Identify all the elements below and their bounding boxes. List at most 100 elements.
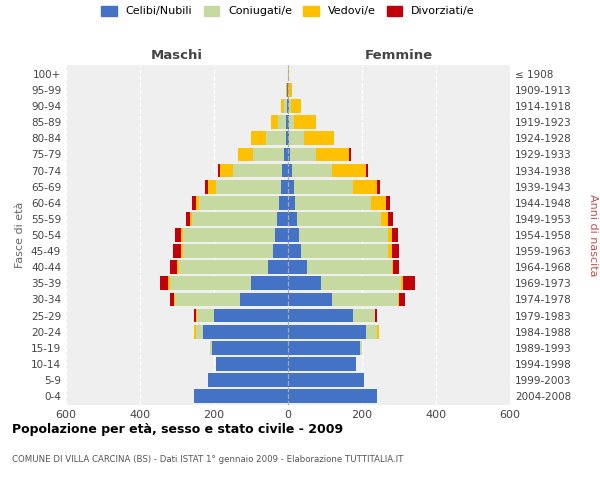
Bar xyxy=(353,308,375,322)
Bar xyxy=(192,196,196,209)
Y-axis label: Anni di nascita: Anni di nascita xyxy=(588,194,598,276)
Bar xyxy=(392,244,399,258)
Bar xyxy=(292,164,332,177)
Bar xyxy=(353,180,377,194)
Bar xyxy=(190,212,192,226)
Bar xyxy=(210,341,212,354)
Bar xyxy=(388,212,394,226)
Bar xyxy=(212,341,288,354)
Bar xyxy=(181,228,182,242)
Bar xyxy=(287,83,288,97)
Bar xyxy=(288,212,297,226)
Bar xyxy=(288,67,289,80)
Bar xyxy=(375,308,377,322)
Bar xyxy=(380,212,388,226)
Y-axis label: Fasce di età: Fasce di età xyxy=(16,202,25,268)
Bar xyxy=(398,292,400,306)
Bar xyxy=(208,373,288,387)
Bar xyxy=(403,276,415,290)
Bar xyxy=(220,164,233,177)
Bar xyxy=(275,228,288,242)
Bar xyxy=(281,99,284,113)
Bar xyxy=(174,292,175,306)
Bar xyxy=(386,196,391,209)
Bar xyxy=(366,325,377,338)
Bar xyxy=(196,308,197,322)
Bar xyxy=(288,292,332,306)
Bar xyxy=(182,228,275,242)
Bar xyxy=(388,244,392,258)
Bar xyxy=(185,212,190,226)
Bar xyxy=(288,132,289,145)
Bar xyxy=(371,196,386,209)
Bar xyxy=(251,276,288,290)
Bar xyxy=(284,148,288,162)
Bar xyxy=(288,390,377,403)
Bar xyxy=(289,83,292,97)
Bar xyxy=(203,325,288,338)
Bar xyxy=(288,228,299,242)
Bar xyxy=(266,132,286,145)
Bar xyxy=(271,116,278,129)
Bar xyxy=(332,164,366,177)
Bar xyxy=(322,276,401,290)
Bar xyxy=(288,164,292,177)
Bar xyxy=(192,212,277,226)
Text: Femmine: Femmine xyxy=(365,50,433,62)
Bar xyxy=(284,99,287,113)
Bar xyxy=(286,132,288,145)
Bar xyxy=(175,228,181,242)
Bar xyxy=(401,276,403,290)
Bar xyxy=(216,357,288,371)
Bar xyxy=(286,83,287,97)
Bar xyxy=(288,308,353,322)
Bar xyxy=(175,292,240,306)
Bar xyxy=(360,341,362,354)
Bar xyxy=(293,180,353,194)
Bar xyxy=(208,180,216,194)
Bar xyxy=(194,390,288,403)
Bar xyxy=(366,164,368,177)
Bar xyxy=(290,148,316,162)
Bar xyxy=(277,212,288,226)
Bar xyxy=(394,260,399,274)
Bar xyxy=(288,148,290,162)
Bar xyxy=(288,99,289,113)
Bar xyxy=(288,357,356,371)
Bar xyxy=(279,196,288,209)
Bar xyxy=(288,196,295,209)
Bar xyxy=(268,260,288,274)
Bar xyxy=(294,116,316,129)
Bar xyxy=(392,260,394,274)
Bar xyxy=(160,276,168,290)
Bar xyxy=(283,164,288,177)
Legend: Celibi/Nubili, Coniugati/e, Vedovi/e, Divorziati/e: Celibi/Nubili, Coniugati/e, Vedovi/e, Di… xyxy=(101,6,475,16)
Bar xyxy=(290,99,301,113)
Bar xyxy=(194,308,196,322)
Bar xyxy=(388,228,392,242)
Bar xyxy=(196,325,203,338)
Bar xyxy=(316,148,349,162)
Bar xyxy=(182,244,273,258)
Bar xyxy=(377,180,380,194)
Bar xyxy=(197,308,214,322)
Bar xyxy=(307,260,392,274)
Bar xyxy=(278,116,286,129)
Bar xyxy=(179,260,268,274)
Bar xyxy=(194,325,196,338)
Bar xyxy=(288,180,293,194)
Bar xyxy=(251,132,266,145)
Bar xyxy=(377,325,379,338)
Bar xyxy=(288,341,360,354)
Bar xyxy=(218,164,220,177)
Bar xyxy=(288,116,289,129)
Bar xyxy=(289,99,290,113)
Bar xyxy=(196,196,199,209)
Bar xyxy=(170,260,177,274)
Bar xyxy=(392,228,398,242)
Bar xyxy=(216,180,281,194)
Bar xyxy=(281,180,288,194)
Bar xyxy=(297,212,380,226)
Bar xyxy=(240,292,288,306)
Text: Maschi: Maschi xyxy=(151,50,203,62)
